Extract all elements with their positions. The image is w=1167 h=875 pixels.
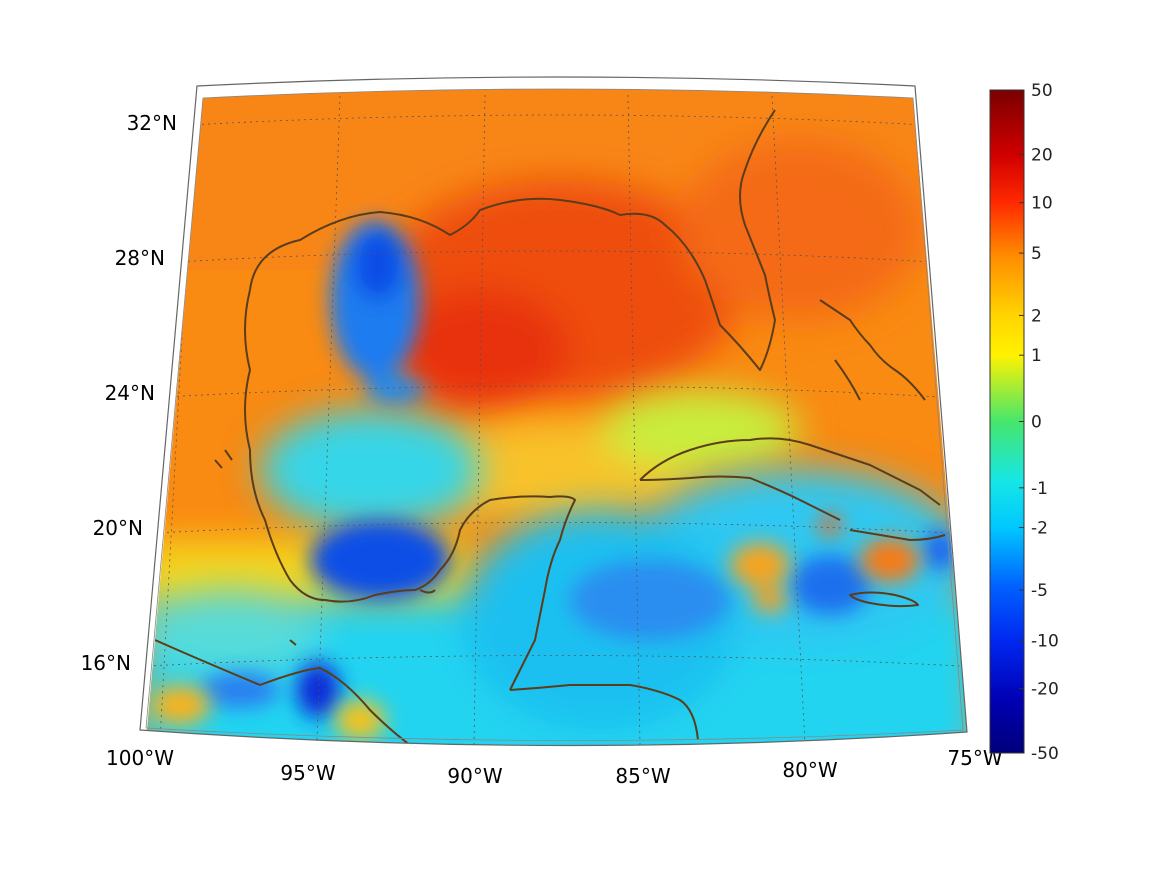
lon-label-85w: 85°W <box>615 764 670 788</box>
colorbar-gradient <box>989 89 1025 754</box>
graticule <box>147 94 961 746</box>
colorbar-tick-label: 50 <box>1031 81 1053 101</box>
lon-label-80w: 80°W <box>782 758 837 782</box>
lon-label-90w: 90°W <box>447 764 502 788</box>
map-frame <box>139 76 968 747</box>
lat-label-16n: 16°N <box>81 651 131 675</box>
colorbar-tick-label: 0 <box>1031 413 1042 433</box>
lat-label-24n: 24°N <box>105 381 155 405</box>
map-data-field <box>147 89 967 746</box>
longitude-labels: 100°W 95°W 90°W 85°W 80°W 75°W <box>106 746 1003 788</box>
colorbar-tick-label: 20 <box>1031 145 1053 165</box>
colorbar-tick-label: 5 <box>1031 244 1042 264</box>
lat-label-32n: 32°N <box>127 111 177 135</box>
lat-label-28n: 28°N <box>115 246 165 270</box>
colorbar-tick-label: -2 <box>1031 519 1048 539</box>
latitude-labels: 32°N 28°N 24°N 20°N 16°N <box>81 111 177 675</box>
colorbar-tick-label: -1 <box>1031 479 1048 499</box>
lon-label-95w: 95°W <box>280 761 335 785</box>
colorbar-tick-label: -10 <box>1031 631 1059 651</box>
colorbar-tick-label: 1 <box>1031 346 1042 366</box>
colorbar-tick-label: -20 <box>1031 680 1059 700</box>
coastlines <box>154 109 946 746</box>
lat-label-20n: 20°N <box>93 516 143 540</box>
colorbar-tick-label: -50 <box>1031 744 1059 764</box>
lon-label-100w: 100°W <box>106 746 174 770</box>
colorbar-tick-label: 10 <box>1031 194 1053 214</box>
colorbar-tick-label: 2 <box>1031 306 1042 326</box>
colorbar-tick-label: -5 <box>1031 581 1048 601</box>
